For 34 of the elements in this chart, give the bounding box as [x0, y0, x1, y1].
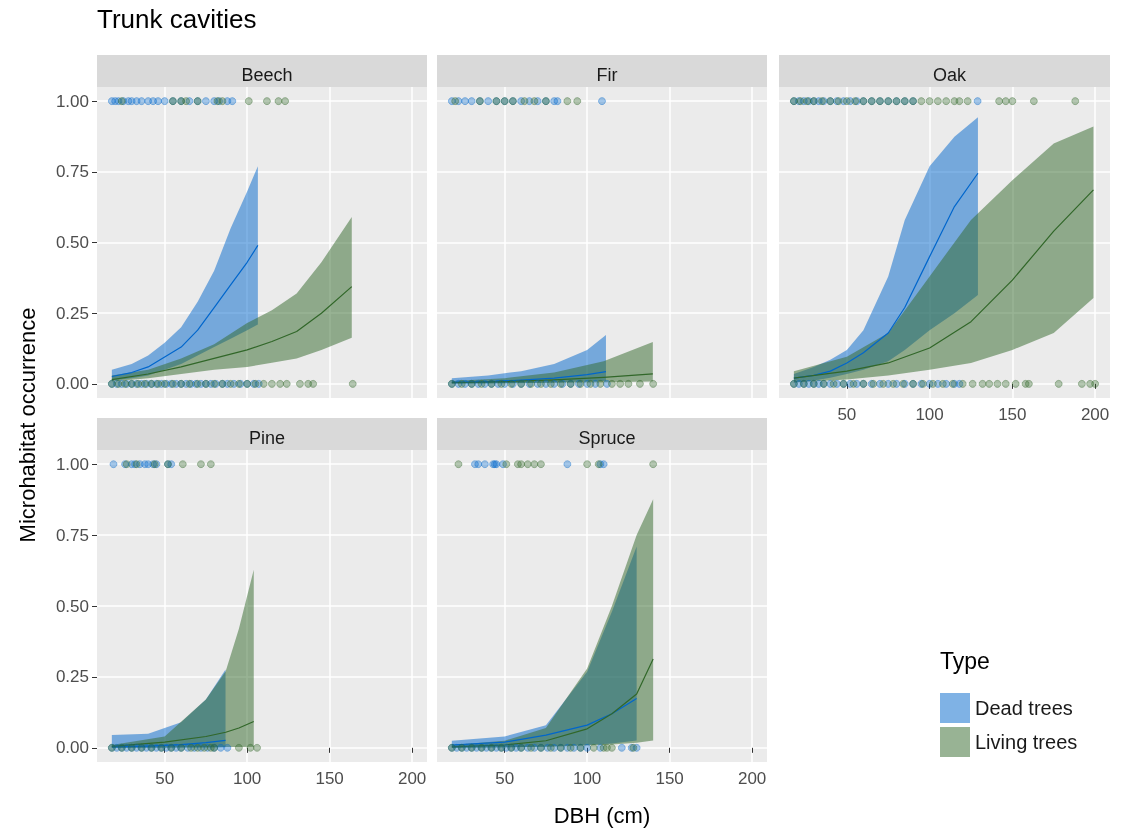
chart-title: Trunk cavities [97, 4, 257, 35]
y-tick-label: 0.25 [55, 303, 89, 323]
x-tick-label: 150 [315, 769, 344, 788]
chart-subtitle: Fir [596, 65, 618, 85]
y-axis-title: Microhabitat occurrence [15, 307, 41, 543]
chart-subtitle: Oak [932, 65, 967, 85]
x-tick-label: 100 [232, 769, 262, 788]
y-tick-label: 1.00 [55, 454, 89, 474]
x-tick-label: 200 [737, 769, 767, 788]
legend-label: Living trees [975, 731, 1078, 753]
x-tick-label: 200 [397, 769, 427, 788]
y-tick-label: 0.00 [55, 738, 89, 758]
y-tick-label: 0.75 [55, 162, 89, 182]
x-tick-label: 100 [915, 405, 944, 424]
y-tick-label: 0.00 [55, 374, 89, 394]
legend-title: Type [940, 647, 990, 674]
x-tick-label: 150 [998, 405, 1027, 424]
chart-subtitle: Spruce [578, 428, 636, 448]
x-tick-label: 50 [155, 769, 175, 788]
x-tick-label: 200 [1080, 405, 1110, 424]
y-tick-label: 0.75 [55, 525, 89, 545]
y-tick-label: 1.00 [55, 91, 89, 111]
x-axis-title: DBH (cm) [553, 802, 651, 828]
x-tick-label: 50 [495, 769, 515, 788]
y-tick-label: 0.50 [55, 233, 89, 252]
y-tick-label: 0.50 [55, 596, 89, 616]
x-tick-label: 100 [572, 769, 602, 788]
line-series [111, 244, 259, 378]
chart-subtitle: Pine [248, 428, 286, 448]
legend-label: Dead trees [975, 697, 1073, 719]
x-tick-label: 50 [837, 405, 857, 424]
chart-subtitle: Beech [241, 65, 293, 85]
y-tick-label: 0.25 [55, 667, 89, 687]
x-tick-label: 150 [655, 769, 684, 788]
